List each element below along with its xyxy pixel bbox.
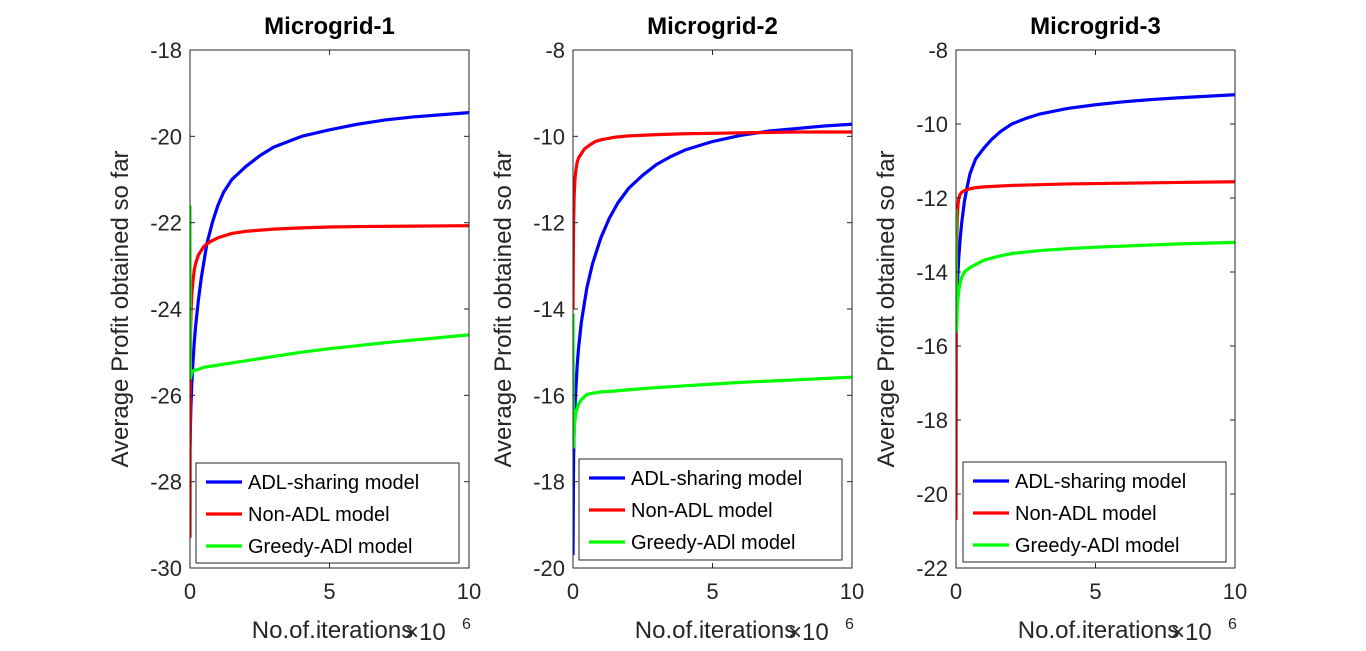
chart-title: Microgrid-2 (647, 13, 778, 40)
x-tick-label: 0 (950, 579, 962, 604)
x-tick-label: 10 (457, 579, 481, 604)
series-line (956, 93, 1235, 332)
subplot-3: -22 -20 -18 -16 -14 -12 -10 -8 0 5 10 Microgrid-3 No… (873, 13, 1247, 646)
y-axis-label: Average Profit obtained so far (107, 150, 134, 467)
y-tick-label: -22 (916, 556, 948, 581)
y-axis-label: Average Profit obtained so far (873, 150, 900, 467)
y-tick-label: -20 (150, 124, 182, 149)
x-tick-label: 5 (1089, 579, 1101, 604)
x-tick-label: 5 (706, 579, 718, 604)
y-tick-label: -10 (916, 112, 948, 137)
y-tick-label: -8 (928, 38, 948, 63)
legend-label: Greedy-ADl model (248, 536, 413, 558)
x-exponent-label: ×10 (1171, 619, 1212, 646)
series-line (190, 205, 469, 380)
y-tick-label: -16 (916, 334, 948, 359)
y-tick-label: -28 (150, 470, 182, 495)
x-axis-label: No.of.iterations (252, 617, 413, 644)
y-tick-label: -18 (533, 470, 565, 495)
x-exponent-power: 6 (462, 616, 471, 633)
subplot-2: -20 -18 -16 -14 -12 -10 -8 0 5 10 Microgrid-2 No.of… (490, 13, 864, 646)
series-line (956, 209, 1235, 333)
legend-label: Non-ADL model (1015, 503, 1157, 525)
legend-label: Non-ADL model (631, 500, 773, 522)
legend-label: Greedy-ADl model (631, 532, 796, 554)
legend-label: ADL-sharing model (631, 468, 802, 490)
y-tick-label: -12 (533, 211, 565, 236)
x-axis-label: No.of.iterations (635, 617, 796, 644)
y-tick-label: -12 (916, 186, 948, 211)
y-tick-label: -10 (533, 124, 565, 149)
legend-label: Greedy-ADl model (1015, 535, 1180, 557)
x-exponent-power: 6 (845, 616, 854, 633)
x-tick-label: 0 (567, 579, 579, 604)
legend-label: ADL-sharing model (248, 472, 419, 494)
series-line (190, 110, 469, 448)
y-tick-label: -18 (916, 408, 948, 433)
y-tick-label: -30 (150, 556, 182, 581)
x-tick-label: 10 (1223, 579, 1247, 604)
legend-label: Non-ADL model (248, 504, 390, 526)
legend: ADL-sharing model Non-ADL model Greedy-ADl… (962, 461, 1227, 563)
legend: ADL-sharing model Non-ADL model Greedy-ADl… (195, 462, 460, 564)
x-exponent-label: ×10 (405, 619, 446, 646)
y-tick-label: -8 (545, 38, 565, 63)
chart-title: Microgrid-1 (264, 13, 395, 40)
chart-title: Microgrid-3 (1030, 13, 1161, 40)
x-exponent-label: ×10 (788, 619, 829, 646)
y-tick-label: -14 (916, 260, 948, 285)
series-line (573, 122, 852, 556)
y-tick-label: -18 (150, 38, 182, 63)
y-tick-label: -16 (533, 383, 565, 408)
x-exponent-power: 6 (1228, 616, 1237, 633)
series-line (573, 130, 852, 310)
y-tick-label: -20 (916, 482, 948, 507)
y-tick-label: -20 (533, 556, 565, 581)
x-tick-label: 0 (184, 579, 196, 604)
y-axis-label: Average Profit obtained so far (490, 150, 517, 467)
x-tick-label: 5 (323, 579, 335, 604)
y-tick-label: -26 (150, 383, 182, 408)
y-tick-label: -22 (150, 211, 182, 236)
subplot-1: -30 -28 -26 -24 -22 -20 -18 0 5 10 Microgrid-1 No.o… (107, 13, 481, 646)
x-tick-label: 10 (840, 579, 864, 604)
legend: ADL-sharing model Non-ADL model Greedy-ADl… (578, 458, 843, 561)
legend-label: ADL-sharing model (1015, 471, 1186, 493)
y-tick-label: -24 (150, 297, 182, 322)
series-line (573, 313, 852, 449)
x-axis-label: No.of.iterations (1018, 617, 1179, 644)
y-tick-label: -14 (533, 297, 565, 322)
